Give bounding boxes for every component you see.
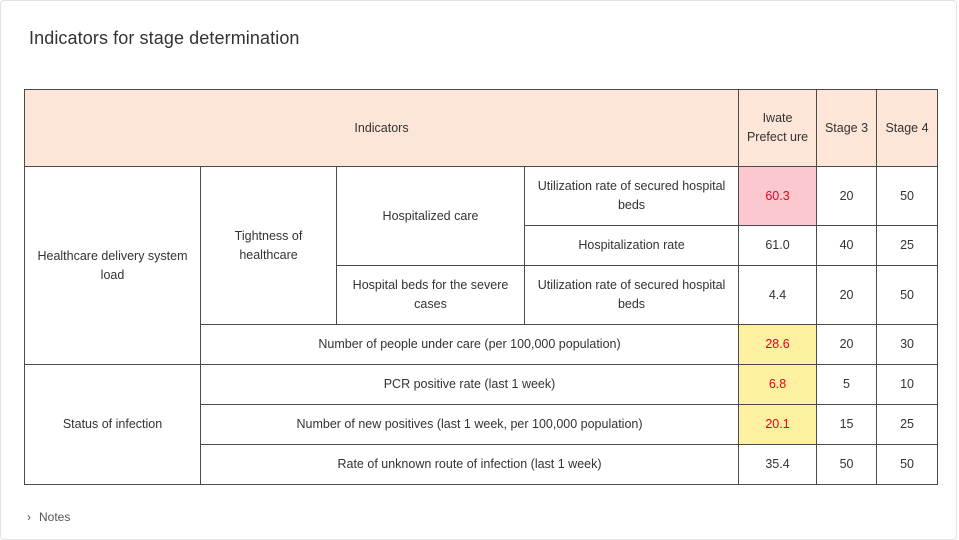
- table-header-row: Indicators Iwate Prefect ure Stage 3 Sta…: [23, 89, 939, 167]
- row-stage3: 20: [816, 265, 878, 325]
- row-stage4: 25: [876, 404, 939, 445]
- header-stage3: Stage 3: [816, 89, 878, 167]
- row-stage4: 25: [876, 225, 939, 266]
- row-stage4: 10: [876, 364, 939, 405]
- row-label: Rate of unknown route of infection (last…: [199, 444, 740, 485]
- page-title: Indicators for stage determination: [29, 28, 300, 48]
- notes-label: Notes: [39, 510, 71, 524]
- category-healthcare: Healthcare delivery system load: [24, 166, 201, 365]
- row-stage4: 50: [876, 444, 939, 485]
- category-infection: Status of infection: [24, 364, 201, 485]
- row-stage3: 20: [816, 324, 878, 365]
- header-stage4: Stage 4: [876, 89, 939, 167]
- row-stage4: 50: [876, 166, 939, 226]
- table-row: Number of new positives (last 1 week, pe…: [25, 404, 939, 445]
- row-stage3: 50: [816, 444, 878, 485]
- row-value: 28.6: [738, 324, 818, 365]
- header-indicators: Indicators: [23, 89, 740, 167]
- notes-toggle[interactable]: › Notes: [27, 510, 70, 524]
- row-label: Utilization rate of secured hospital bed…: [523, 166, 740, 226]
- table-row: Number of people under care (per 100,000…: [25, 324, 939, 365]
- row-value: 35.4: [738, 444, 818, 485]
- row-label: PCR positive rate (last 1 week): [199, 364, 740, 405]
- row-stage3: 15: [816, 404, 878, 445]
- row-stage3: 20: [816, 166, 878, 226]
- row-stage3: 40: [816, 225, 878, 266]
- table-row: Hospital beds for the severe cases Utili…: [25, 265, 939, 325]
- category-hospitalized: Hospitalized care: [336, 166, 525, 266]
- indicators-table: Indicators Iwate Prefect ure Stage 3 Sta…: [23, 89, 939, 485]
- row-stage4: 30: [876, 324, 939, 365]
- row-value: 6.8: [738, 364, 818, 405]
- table-row: Status of infection PCR positive rate (l…: [24, 364, 939, 485]
- row-value: 4.4: [738, 265, 818, 325]
- row-label: Number of people under care (per 100,000…: [199, 324, 740, 365]
- row-label: Hospitalization rate: [523, 225, 740, 266]
- header-prefecture: Iwate Prefect ure: [738, 89, 818, 167]
- row-value: 20.1: [738, 404, 818, 445]
- row-stage4: 50: [876, 265, 939, 325]
- category-severe: Hospital beds for the severe cases: [336, 265, 525, 325]
- row-value: 61.0: [738, 225, 818, 266]
- table-row: Hospitalization rate 61.0 40 25: [25, 225, 939, 266]
- row-stage3: 5: [816, 364, 878, 405]
- table-row: Rate of unknown route of infection (last…: [25, 444, 939, 485]
- row-label: Utilization rate of secured hospital bed…: [523, 265, 740, 325]
- chevron-right-icon: ›: [27, 510, 31, 524]
- row-value: 60.3: [738, 166, 818, 226]
- table-row: Healthcare delivery system load Tightnes…: [24, 166, 939, 365]
- row-label: Number of new positives (last 1 week, pe…: [199, 404, 740, 445]
- category-tightness: Tightness of healthcare: [200, 166, 337, 325]
